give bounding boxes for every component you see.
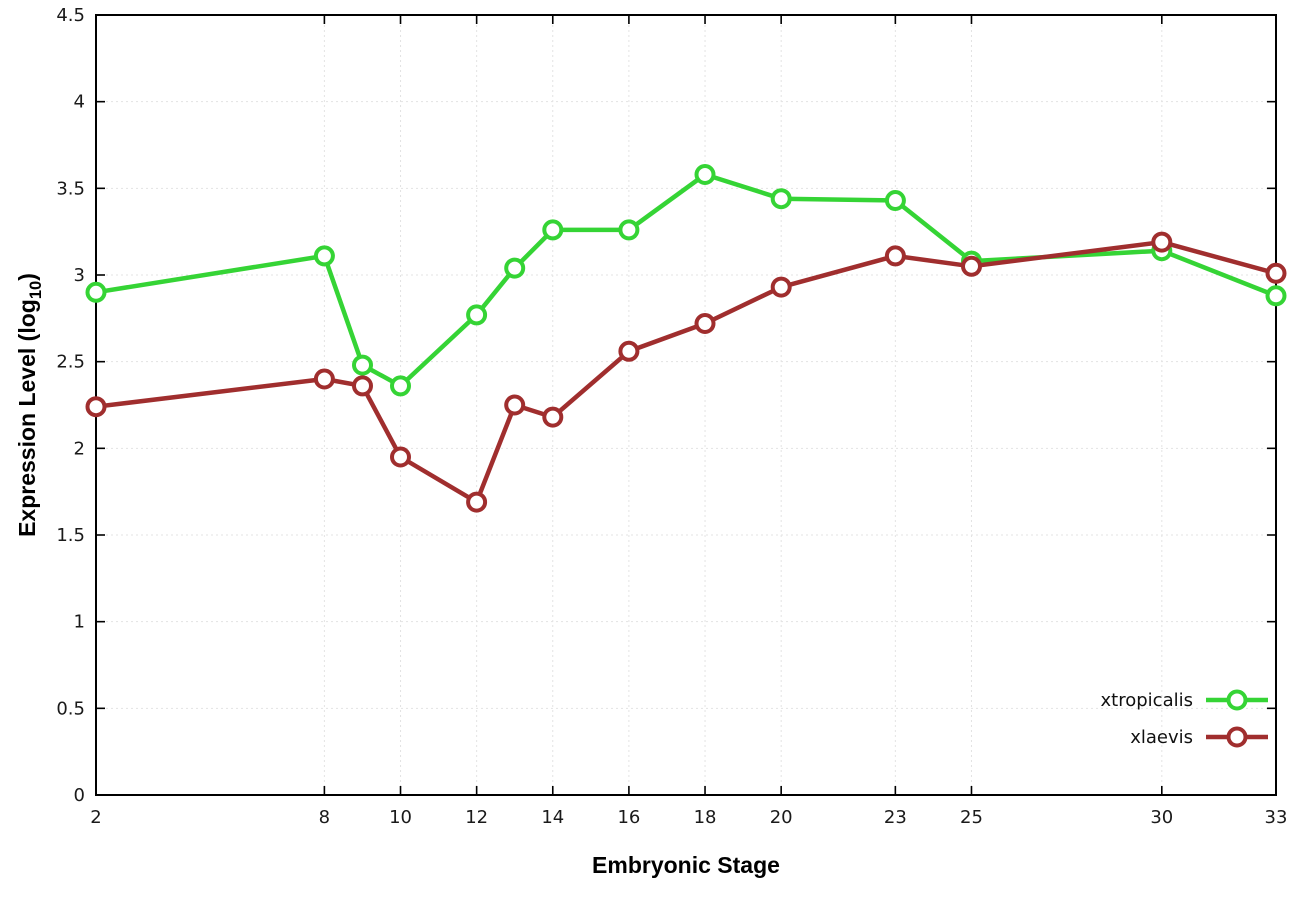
legend-label-xtropicalis: xtropicalis — [1101, 690, 1193, 711]
legend-sample-marker-xlaevis — [1226, 726, 1248, 748]
data-point-xtropicalis — [504, 257, 526, 279]
data-point-xtropicalis — [884, 190, 906, 211]
x-tick-label: 25 — [960, 807, 983, 828]
x-tick-label: 12 — [465, 807, 488, 828]
y-axis-title-text: Expression Level (log — [14, 299, 41, 537]
x-tick-label: 8 — [319, 807, 330, 828]
x-tick-label: 20 — [770, 807, 793, 828]
x-tick-label: 14 — [541, 807, 564, 828]
x-axis-title: Embryonic Stage — [592, 852, 780, 878]
data-point-xlaevis — [85, 396, 107, 418]
data-point-xtropicalis — [466, 304, 488, 326]
data-point-xlaevis — [618, 340, 640, 362]
data-point-xlaevis — [770, 276, 792, 298]
data-point-xtropicalis — [542, 219, 564, 241]
x-tick-label: 2 — [90, 807, 101, 828]
y-tick-label: 3.5 — [56, 178, 85, 199]
y-axis-title: Expression Level (log10) — [14, 273, 46, 537]
y-tick-label: 2 — [74, 438, 85, 459]
y-tick-label: 1 — [74, 612, 85, 633]
y-tick-label: 2.5 — [56, 352, 85, 373]
x-tick-label: 23 — [884, 807, 907, 828]
data-point-xtropicalis — [390, 375, 411, 397]
series-line-xlaevis — [93, 239, 1279, 505]
y-tick-label: 4 — [74, 92, 85, 113]
data-point-xlaevis — [466, 491, 488, 513]
x-tick-label: 33 — [1265, 807, 1288, 828]
data-point-xtropicalis — [770, 188, 792, 210]
data-point-xlaevis — [390, 446, 411, 468]
data-point-xlaevis — [961, 255, 982, 277]
x-tick-label: 18 — [694, 807, 717, 828]
data-point-xtropicalis — [352, 354, 373, 376]
data-point-xtropicalis — [85, 281, 107, 303]
data-point-xtropicalis — [313, 245, 335, 267]
y-tick-label: 1.5 — [56, 525, 85, 546]
y-tick-label: 0.5 — [56, 698, 85, 719]
y-tick-label: 0 — [74, 785, 85, 806]
legend-label-xlaevis: xlaevis — [1130, 727, 1193, 748]
x-tick-label: 30 — [1150, 807, 1173, 828]
legend-sample-marker-xtropicalis — [1226, 689, 1248, 711]
x-tick-label: 10 — [389, 807, 412, 828]
data-point-xlaevis — [504, 394, 526, 416]
y-tick-label: 3 — [74, 265, 85, 286]
data-point-xlaevis — [1265, 262, 1287, 284]
data-point-xlaevis — [694, 313, 716, 334]
data-point-xtropicalis — [1265, 285, 1287, 307]
series-line-xtropicalis — [93, 172, 1279, 389]
data-point-xlaevis — [884, 245, 906, 267]
data-point-xlaevis — [1151, 231, 1173, 253]
y-axis-title-suffix: ) — [14, 273, 41, 281]
y-axis-title-subscript: 10 — [25, 280, 45, 300]
y-tick-label: 4.5 — [56, 5, 85, 26]
data-point-xlaevis — [352, 375, 373, 397]
data-point-xlaevis — [542, 406, 564, 428]
plot-border — [95, 14, 1277, 796]
data-point-xtropicalis — [618, 219, 640, 241]
data-point-xlaevis — [313, 368, 335, 390]
x-tick-label: 16 — [617, 807, 640, 828]
data-point-xtropicalis — [694, 164, 716, 185]
